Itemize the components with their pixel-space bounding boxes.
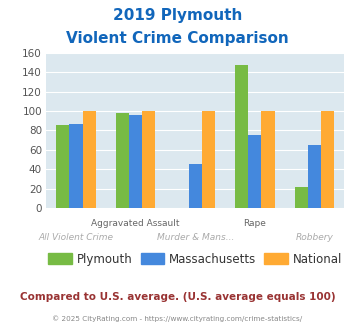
Text: Murder & Mans...: Murder & Mans... — [157, 233, 234, 242]
Bar — [202, 111, 215, 208]
Text: Compared to U.S. average. (U.S. average equals 100): Compared to U.S. average. (U.S. average … — [20, 292, 335, 302]
Text: Rape: Rape — [244, 219, 266, 228]
Text: All Violent Crime: All Violent Crime — [38, 233, 114, 242]
Text: Aggravated Assault: Aggravated Assault — [91, 219, 180, 228]
Bar — [116, 113, 129, 208]
Bar — [70, 123, 82, 208]
Text: Violent Crime Comparison: Violent Crime Comparison — [66, 31, 289, 46]
Bar — [295, 186, 308, 208]
Text: 2019 Plymouth: 2019 Plymouth — [113, 8, 242, 23]
Bar — [142, 111, 155, 208]
Bar — [189, 164, 202, 208]
Bar — [248, 135, 261, 208]
Bar — [129, 115, 142, 208]
Legend: Plymouth, Massachusetts, National: Plymouth, Massachusetts, National — [44, 248, 347, 270]
Bar — [235, 65, 248, 208]
Bar — [308, 145, 321, 208]
Bar — [321, 111, 334, 208]
Bar — [261, 111, 274, 208]
Bar — [82, 111, 95, 208]
Text: © 2025 CityRating.com - https://www.cityrating.com/crime-statistics/: © 2025 CityRating.com - https://www.city… — [53, 315, 302, 322]
Bar — [56, 124, 70, 208]
Text: Robbery: Robbery — [296, 233, 333, 242]
